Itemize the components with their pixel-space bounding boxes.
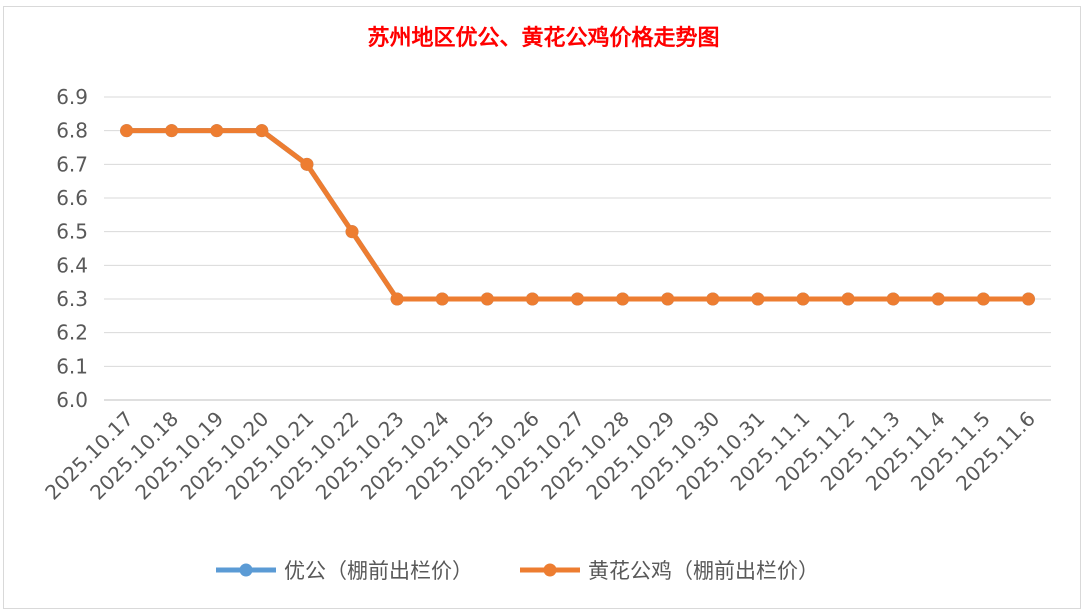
data-point <box>300 157 314 171</box>
data-point <box>480 292 494 306</box>
data-point <box>210 124 224 138</box>
series-line <box>126 128 1029 302</box>
data-point <box>886 292 900 306</box>
y-tick-label: 6.1 <box>56 354 88 378</box>
data-point <box>796 292 810 306</box>
data-point <box>345 225 359 239</box>
data-point <box>390 292 404 306</box>
data-point <box>571 292 584 306</box>
data-point <box>976 292 990 306</box>
data-point <box>661 292 675 306</box>
data-point <box>931 292 945 306</box>
chart-title: 苏州地区优公、黄花公鸡价格走势图 <box>367 25 720 51</box>
y-tick-label: 6.7 <box>56 152 88 176</box>
legend: 优公（棚前出栏价） 黄花公鸡（棚前出栏价） <box>216 559 819 583</box>
y-tick-label: 6.0 <box>56 388 88 412</box>
data-point <box>841 292 855 306</box>
data-point <box>255 124 269 138</box>
series-0 <box>120 124 1035 306</box>
y-tick-label: 6.3 <box>56 287 88 311</box>
legend-label: 黄花公鸡（棚前出栏价） <box>588 559 819 583</box>
y-tick-label: 6.2 <box>56 321 88 345</box>
data-point <box>525 292 539 306</box>
data-point <box>435 292 449 306</box>
data-point <box>706 292 720 306</box>
chart-area <box>3 6 1081 609</box>
y-tick-label: 6.8 <box>56 119 88 143</box>
legend-marker <box>239 563 253 577</box>
y-tick-label: 6.4 <box>56 253 88 277</box>
data-point <box>120 124 134 138</box>
series-1 <box>120 124 1035 306</box>
legend-item: 优公（棚前出栏价） <box>216 559 473 583</box>
y-tick-label: 6.9 <box>56 85 88 109</box>
legend-label: 优公（棚前出栏价） <box>284 559 473 583</box>
series-line <box>126 128 1029 302</box>
legend-item: 黄花公鸡（棚前出栏价） <box>520 559 819 583</box>
data-point <box>751 292 765 306</box>
legend-marker <box>543 563 557 577</box>
data-point <box>165 124 179 138</box>
data-point <box>1021 292 1035 306</box>
y-tick-label: 6.6 <box>56 186 88 210</box>
y-tick-label: 6.5 <box>56 220 88 244</box>
data-point <box>616 292 630 306</box>
